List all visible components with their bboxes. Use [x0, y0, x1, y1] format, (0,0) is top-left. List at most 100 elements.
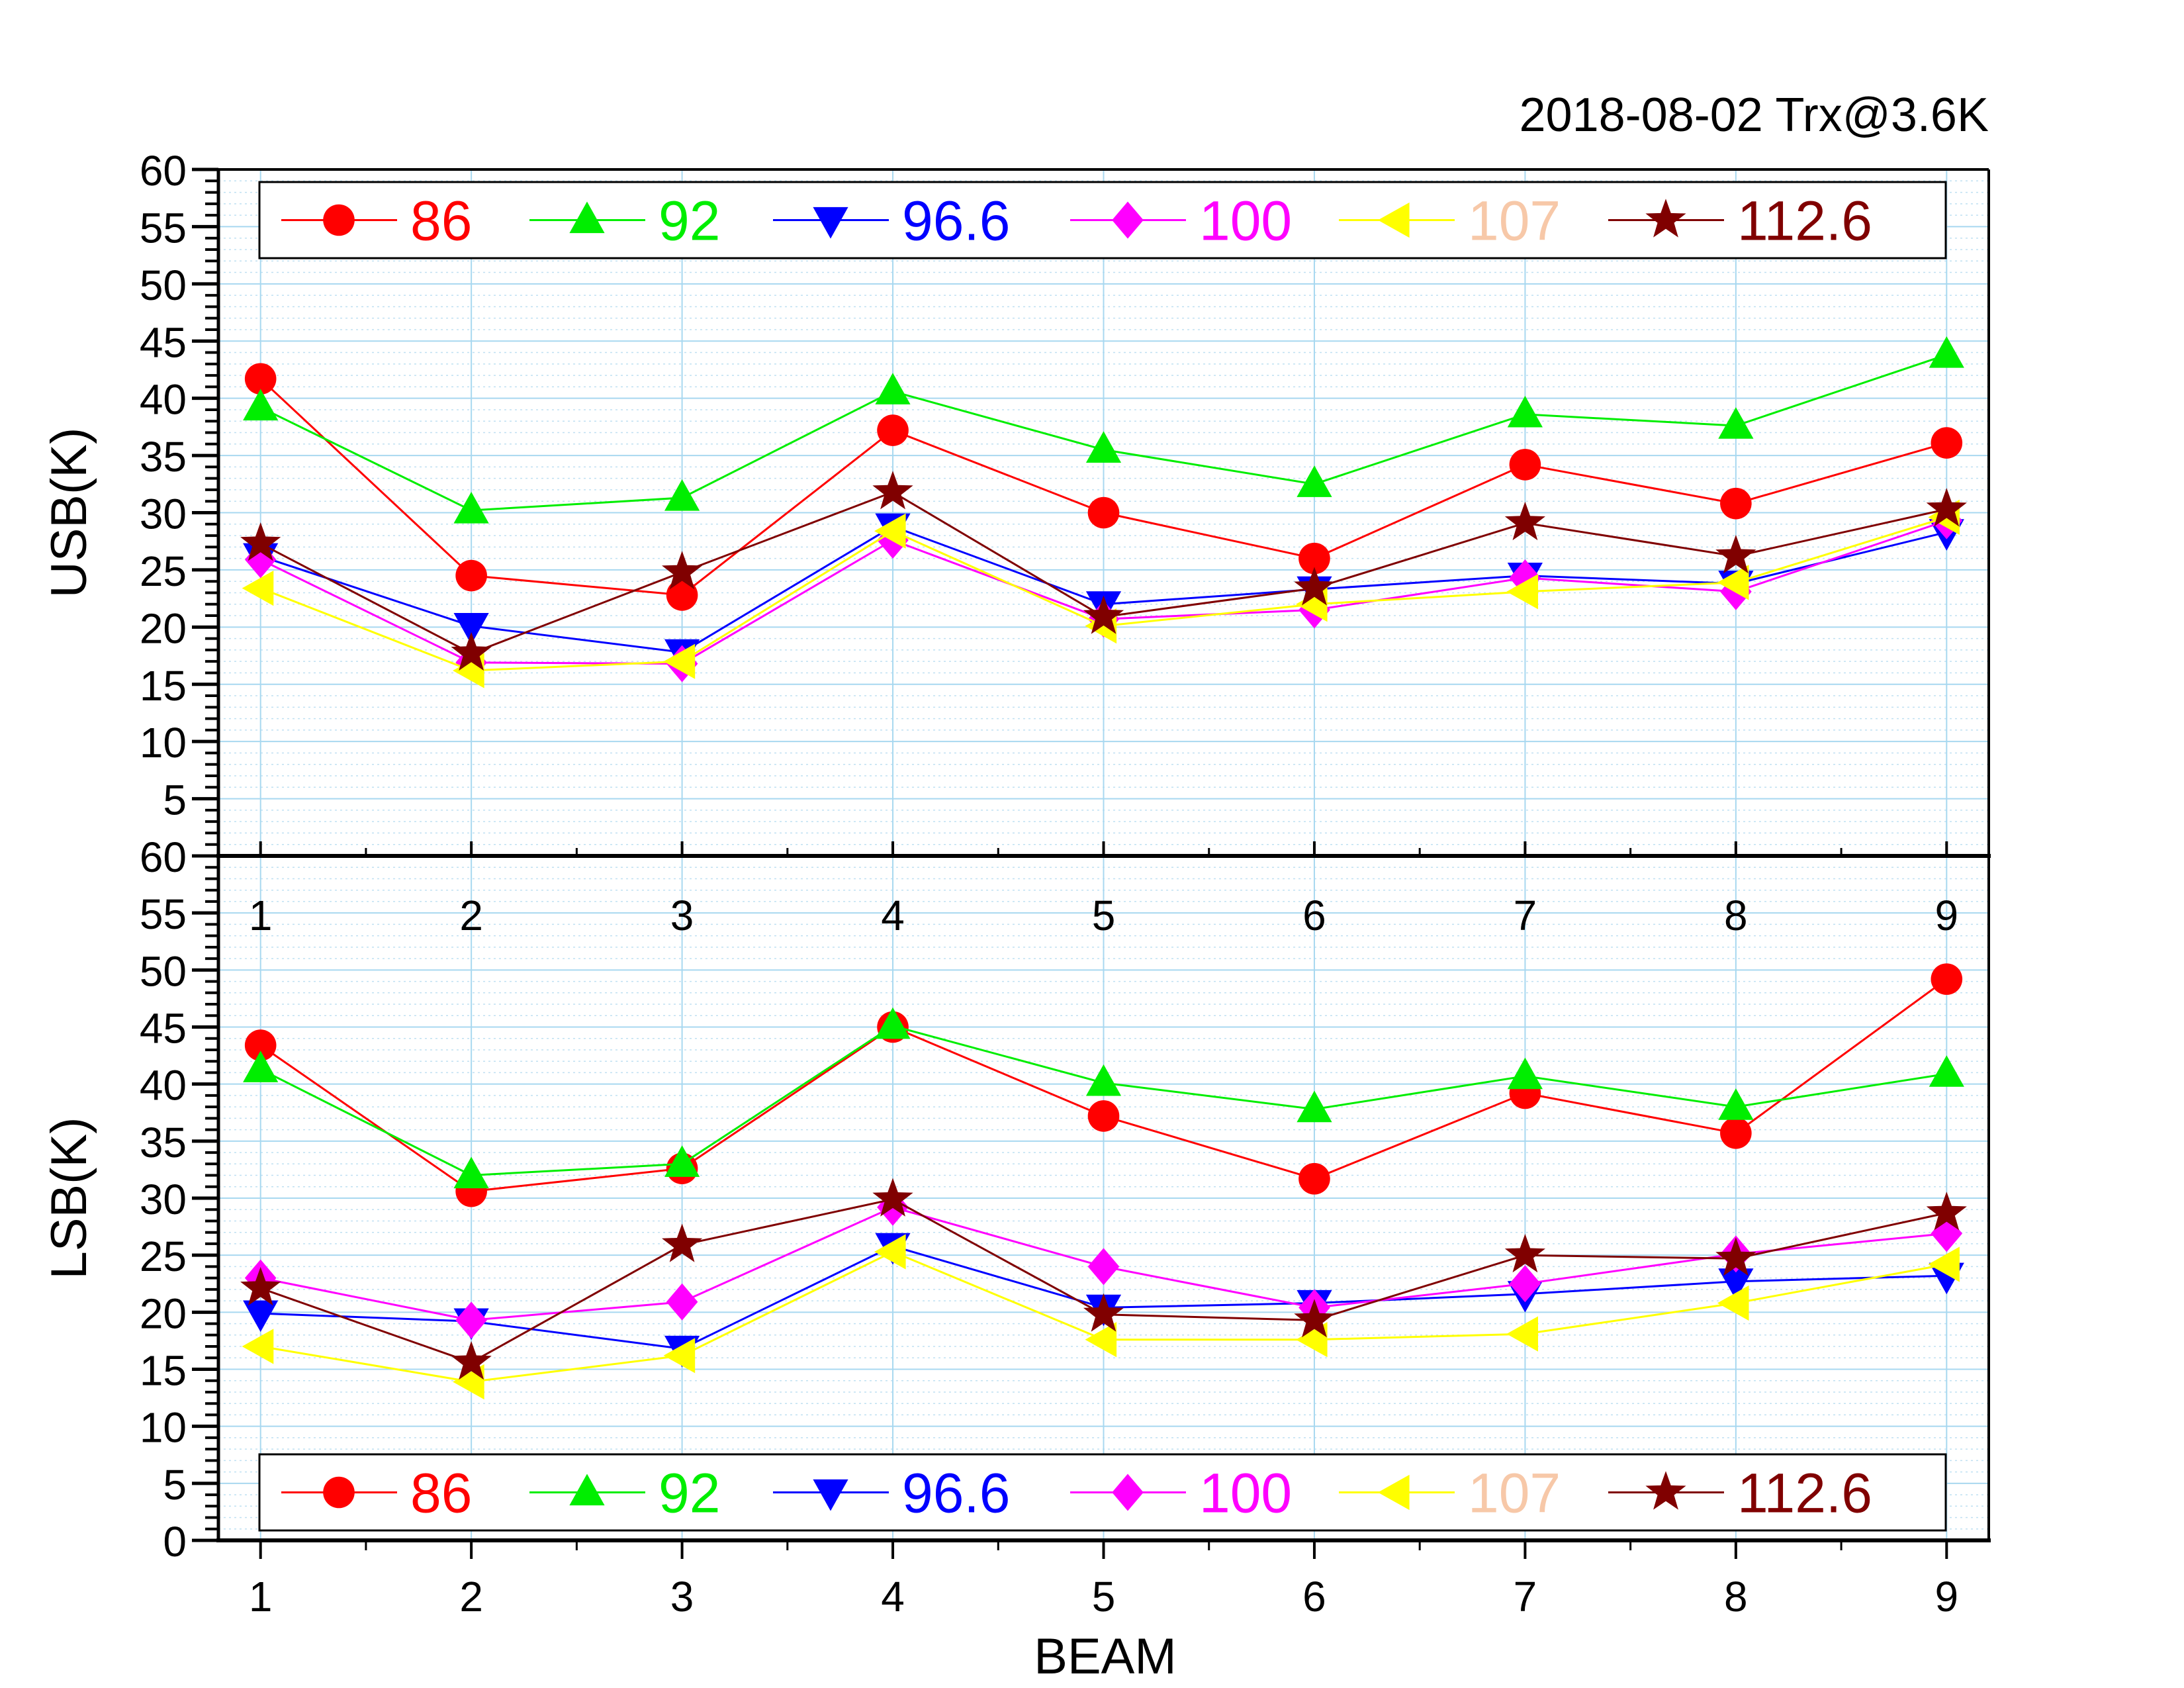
lsb-legend-marker-92 — [569, 1474, 605, 1506]
lsb-series-100-point — [455, 1301, 487, 1339]
usb-series-86-point — [455, 559, 487, 592]
lsb-legend-marker-100 — [1112, 1474, 1144, 1511]
lsb-x-tick-label: 6 — [1302, 1573, 1326, 1620]
usb-x-tick-label: 4 — [881, 892, 905, 939]
lsb-series-96.6-point — [243, 1300, 279, 1333]
usb-series-112.6-point — [1926, 488, 1967, 527]
lsb-y-tick-label: 45 — [140, 1005, 187, 1053]
usb-series-86-point — [666, 579, 698, 611]
lsb-series-112.6-point — [872, 1178, 913, 1217]
usb-y-tick-label: 5 — [163, 776, 187, 824]
lsb-legend-label-96.6: 96.6 — [902, 1462, 1011, 1524]
usb-series-86-point — [1298, 542, 1330, 575]
lsb-series-100-point — [1931, 1215, 1963, 1252]
usb-series-112.6-point — [1294, 567, 1335, 606]
usb-y-tick-label: 35 — [140, 433, 187, 481]
x-axis-label: BEAM — [1034, 1628, 1176, 1685]
lsb-series-92-point — [1929, 1055, 1964, 1087]
lsb-series-112.6-point — [240, 1266, 281, 1306]
lsb-series-92-point — [453, 1156, 489, 1189]
lsb-series-112.6-point — [662, 1223, 703, 1262]
usb-x-tick-label: 5 — [1092, 892, 1116, 939]
lsb-series-92-point — [1085, 1064, 1122, 1096]
usb-series-107-point — [874, 513, 906, 549]
lsb-series-92-point — [664, 1145, 700, 1177]
usb-legend-label-96.6: 96.6 — [902, 190, 1011, 252]
lsb-series-112.6-point — [1294, 1299, 1335, 1338]
legend-layer: 86 92 96.6 100 107 112.686 92 96.6 100 107 112.6 — [258, 181, 1947, 1532]
usb-y-tick-label: 50 — [140, 261, 187, 309]
usb-series-112.6-point — [662, 551, 703, 590]
usb-series-92-point — [875, 373, 911, 404]
usb-series-86-point — [244, 363, 277, 395]
usb-x-tick-label: 8 — [1724, 892, 1748, 939]
usb-legend-marker-96.6 — [813, 207, 848, 239]
lsb-legend-marker-96.6 — [813, 1479, 848, 1511]
usb-y-tick-label: 15 — [140, 662, 187, 710]
usb-legend-marker-86 — [323, 204, 355, 236]
usb-series-112.6-point — [872, 471, 913, 510]
usb-series-107-point — [242, 571, 274, 606]
lsb-series-92-point — [875, 1007, 911, 1039]
lsb-legend-label-112.6: 112.6 — [1737, 1462, 1872, 1524]
usb-series-92-point — [1718, 407, 1754, 439]
usb-series-92-point — [1929, 336, 1964, 368]
usb-legend-label-100: 100 — [1199, 190, 1292, 252]
usb-series-92-point — [664, 479, 700, 511]
figure-title: 2018-08-02 Trx@3.6K — [1520, 89, 1989, 142]
lsb-legend-marker-112.6 — [1645, 1471, 1686, 1510]
usb-series-86-point — [1087, 496, 1120, 529]
lsb-series-100-point — [666, 1283, 698, 1321]
lsb-y-tick-label: 0 — [163, 1518, 187, 1566]
usb-y-tick-label: 55 — [140, 204, 187, 252]
lsb-series-112.6-point — [451, 1341, 492, 1380]
usb-y-tick-label: 10 — [140, 719, 187, 767]
lsb-y-tick-label: 5 — [163, 1461, 187, 1509]
lsb-series-107-point — [1717, 1285, 1749, 1321]
lsb-series-107-point — [874, 1234, 906, 1270]
usb-legend-label-92: 92 — [659, 190, 720, 252]
lsb-legend-label-86: 86 — [410, 1462, 472, 1524]
lsb-series-92-point — [1718, 1088, 1754, 1120]
lsb-series-92-point — [1507, 1057, 1543, 1090]
usb-x-tick-label: 1 — [249, 892, 273, 939]
lsb-series-92-point — [243, 1051, 279, 1082]
lsb-y-tick-label: 50 — [140, 947, 187, 995]
lsb-y-tick-label: 55 — [140, 890, 187, 938]
usb-series-112.6-point — [1504, 501, 1545, 541]
lsb-x-tick-label: 3 — [670, 1573, 694, 1620]
lsb-legend-marker-86 — [323, 1476, 355, 1509]
usb-series-107-point — [1506, 574, 1538, 610]
lsb-series-112.6-point — [1504, 1234, 1545, 1273]
usb-series-112.6-point — [240, 522, 281, 561]
lsb-x-tick-label: 9 — [1935, 1573, 1959, 1620]
lsb-x-tick-label: 8 — [1724, 1573, 1748, 1620]
usb-y-tick-label: 25 — [140, 547, 187, 595]
usb-legend-marker-112.6 — [1645, 199, 1686, 238]
lsb-y-tick-label: 10 — [140, 1404, 187, 1452]
lsb-series-107-point — [1928, 1246, 1960, 1282]
usb-legend-label-107: 107 — [1468, 190, 1561, 252]
usb-series-112.6-point — [1715, 535, 1756, 574]
lsb-series-86-point — [1720, 1117, 1752, 1149]
lsb-series-107-point — [242, 1329, 274, 1364]
usb-series-96.6-point — [453, 613, 489, 645]
lsb-series-112.6-point — [1083, 1293, 1124, 1332]
usb-y-tick-label: 60 — [140, 833, 187, 881]
lsb-series-96.6-point — [1718, 1268, 1754, 1300]
usb-series-112.6-point — [451, 632, 492, 671]
lsb-x-tick-label: 7 — [1514, 1573, 1537, 1620]
lsb-series-86-point — [1931, 963, 1963, 995]
usb-series-86-point — [1931, 427, 1963, 459]
usb-x-tick-label: 7 — [1514, 892, 1537, 939]
lsb-series-86-point — [1087, 1100, 1120, 1132]
lsb-series-112.6-point — [1926, 1192, 1967, 1231]
usb-series-112.6-point — [1083, 595, 1124, 634]
usb-series-107-point — [1717, 565, 1749, 600]
usb-x-tick-label: 6 — [1302, 892, 1326, 939]
lsb-x-tick-label: 5 — [1092, 1573, 1116, 1620]
lsb-y-tick-label: 25 — [140, 1233, 187, 1280]
lsb-series-100-point — [1509, 1265, 1541, 1303]
usb-legend-marker-92 — [569, 201, 605, 234]
